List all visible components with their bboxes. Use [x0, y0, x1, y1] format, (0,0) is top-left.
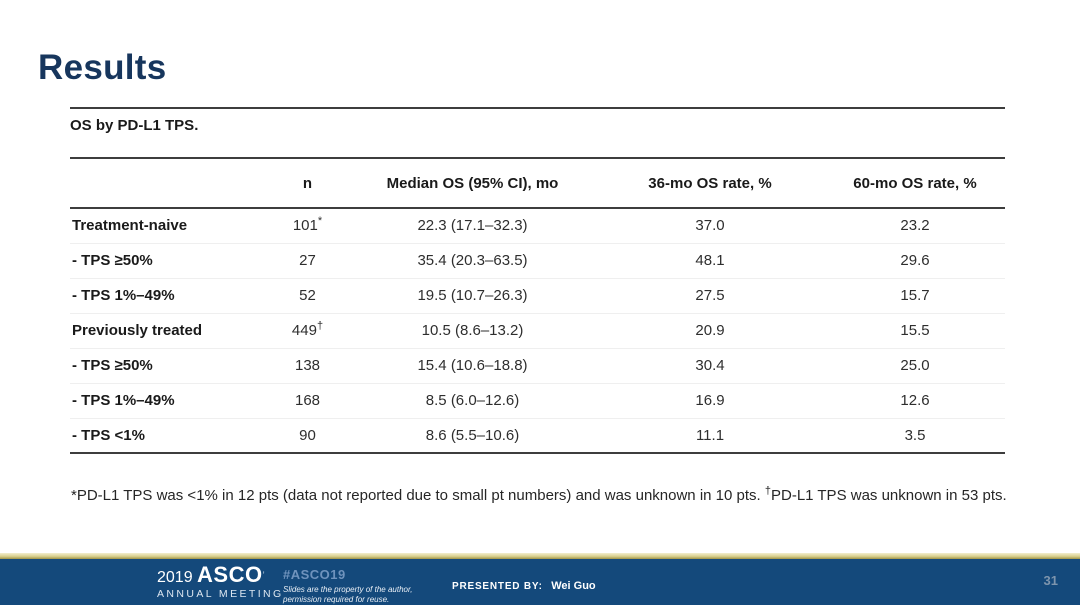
table-row: - TPS 1%–49% 168 8.5 (6.0–12.6) 16.9 12.…: [70, 383, 1005, 418]
median-os-cell: 35.4 (20.3–63.5): [417, 252, 528, 269]
median-os-cell: 10.5 (8.6–13.2): [421, 322, 524, 339]
row-label-cell: - TPS ≥50%: [72, 252, 153, 269]
table-row: - TPS 1%–49% 52 19.5 (10.7–26.3) 27.5 15…: [70, 278, 1005, 313]
os60-cell: 15.5: [900, 322, 930, 339]
page-title: Results: [38, 48, 167, 87]
row-label-cell: Treatment-naive: [72, 217, 188, 235]
logo-trademark-mark: ’: [262, 570, 265, 580]
os-by-pdl1-table: n Median OS (95% CI), mo 36-mo OS rate, …: [70, 157, 1005, 454]
footer-accent-line: [0, 553, 1080, 559]
n-value: 27: [299, 252, 316, 269]
footnote-dagger-symbol: †: [764, 485, 771, 497]
table-row: Treatment-naive 101* 22.3 (17.1–32.3) 37…: [70, 208, 1005, 243]
row-label-cell: - TPS 1%–49%: [72, 392, 175, 409]
hashtag-block: #ASCO19 Slides are the property of the a…: [283, 567, 412, 605]
n-cell: 101*: [265, 208, 350, 243]
disclaimer-line-1: Slides are the property of the author,: [283, 585, 413, 594]
col-header-36mo: 36-mo OS rate, %: [648, 174, 772, 192]
n-value: 138: [294, 357, 321, 374]
n-value: 52: [299, 287, 316, 304]
n-marker: *: [317, 215, 323, 228]
table-caption: OS by PD-L1 TPS.: [70, 107, 1005, 157]
n-cell: 168: [265, 383, 350, 418]
median-os-cell: 22.3 (17.1–32.3): [417, 217, 528, 235]
table-row: - TPS ≥50% 27 35.4 (20.3–63.5) 48.1 29.6: [70, 243, 1005, 278]
presented-by-label: PRESENTED BY:: [452, 581, 543, 592]
n-value: 168: [294, 392, 321, 409]
table-body: Treatment-naive 101* 22.3 (17.1–32.3) 37…: [70, 208, 1005, 453]
results-table-area: OS by PD-L1 TPS. n Median OS (95% CI), m…: [70, 107, 1005, 454]
logo-subtitle: ANNUAL MEETING: [157, 588, 284, 600]
logo-year: 2019: [157, 569, 193, 586]
row-label-cell: Previously treated: [72, 322, 203, 339]
median-os-cell: 19.5 (10.7–26.3): [417, 287, 528, 304]
row-label-cell: - TPS 1%–49%: [72, 287, 175, 304]
presented-by: PRESENTED BY: Wei Guo: [452, 576, 596, 594]
logo-name: ASCO: [197, 562, 263, 587]
col-header-60mo: 60-mo OS rate, %: [853, 174, 977, 192]
disclaimer-line-2: permission required for reuse.: [283, 595, 390, 604]
os60-cell: 12.6: [900, 392, 930, 409]
table-header: n Median OS (95% CI), mo 36-mo OS rate, …: [70, 158, 1005, 208]
disclaimer: Slides are the property of the author, p…: [283, 585, 412, 605]
footnote-dagger-text: PD-L1 TPS was unknown in 53 pts.: [770, 487, 1007, 504]
n-cell: 138: [265, 348, 350, 383]
os60-cell: 23.2: [900, 217, 930, 235]
n-value: 449: [291, 322, 317, 339]
n-cell: 27: [265, 243, 350, 278]
table-row: - TPS ≥50% 138 15.4 (10.6–18.8) 30.4 25.…: [70, 348, 1005, 383]
n-cell: 449†: [265, 313, 350, 348]
col-header-n: n: [302, 174, 313, 192]
page-number: 31: [1043, 573, 1058, 588]
n-value: 90: [299, 426, 316, 444]
median-os-cell: 8.5 (6.0–12.6): [425, 392, 520, 409]
asco-logo-top: 2019 ASCO’: [157, 562, 284, 588]
median-os-cell: 15.4 (10.6–18.8): [417, 357, 528, 374]
table-footnote: *PD-L1 TPS was <1% in 12 pts (data not r…: [71, 485, 1011, 507]
median-os-cell: 8.6 (5.5–10.6): [425, 426, 520, 444]
table-row: - TPS <1% 90 8.6 (5.5–10.6) 11.1 3.5: [70, 418, 1005, 453]
os60-cell: 25.0: [900, 357, 930, 374]
col-header-median-os: Median OS (95% CI), mo: [386, 174, 559, 192]
presenter-name: Wei Guo: [551, 580, 596, 592]
os60-cell: 29.6: [900, 252, 930, 269]
os60-cell: 3.5: [904, 426, 926, 444]
header-row: n Median OS (95% CI), mo 36-mo OS rate, …: [70, 158, 1005, 208]
row-label-cell: - TPS ≥50%: [72, 357, 153, 374]
os36-cell: 48.1: [695, 252, 725, 269]
os36-cell: 11.1: [695, 426, 725, 444]
table-row: Previously treated 449† 10.5 (8.6–13.2) …: [70, 313, 1005, 348]
os36-cell: 16.9: [695, 392, 725, 409]
asco-logo: 2019 ASCO’ ANNUAL MEETING: [157, 562, 284, 601]
col-header-group: [70, 158, 265, 208]
os36-cell: 37.0: [695, 217, 725, 235]
os36-cell: 20.9: [695, 322, 725, 339]
row-label-cell: - TPS <1%: [72, 426, 145, 444]
os36-cell: 27.5: [695, 287, 725, 304]
n-cell: 52: [265, 278, 350, 313]
os60-cell: 15.7: [900, 287, 930, 304]
os36-cell: 30.4: [695, 357, 725, 374]
n-cell: 90: [265, 418, 350, 453]
footnote-asterisk-text: *PD-L1 TPS was <1% in 12 pts (data not r…: [71, 487, 765, 504]
footer-bar: 2019 ASCO’ ANNUAL MEETING #ASCO19 Slides…: [0, 559, 1080, 605]
n-marker: †: [316, 320, 324, 332]
n-value: 101: [292, 217, 318, 235]
hashtag: #ASCO19: [283, 567, 346, 582]
